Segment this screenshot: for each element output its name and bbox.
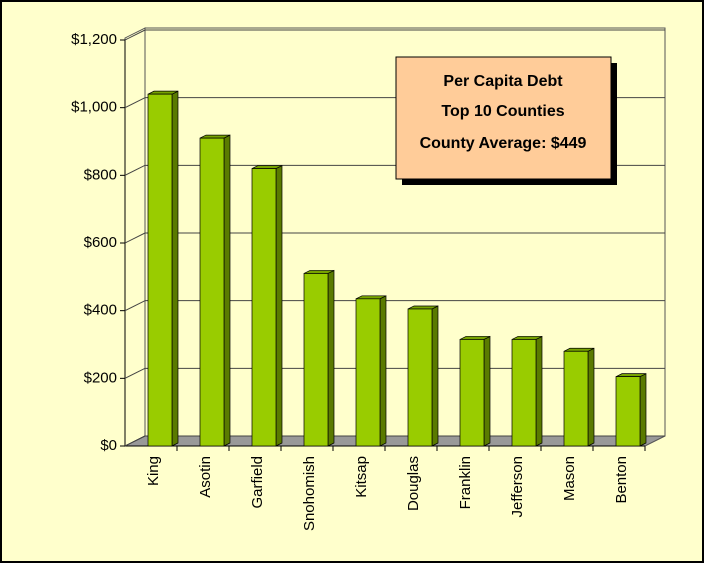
bar-top [199,134,231,139]
bar-side [483,335,491,447]
bar-top [563,347,595,352]
bar-side [431,305,439,447]
bar-side [535,335,543,447]
x-tick-label: King [145,456,162,486]
bar [459,339,485,447]
bar [511,339,537,447]
side-wall [124,27,146,447]
bar-side [379,295,387,447]
y-tick-label: $800 [84,166,117,183]
y-tick-label: $1,200 [71,31,117,48]
bar-top [615,373,647,377]
bar-top [355,295,387,300]
chart-title: Per Capita Debt [443,73,563,90]
x-tick-label: Jefferson [509,456,526,517]
bar-top [407,305,439,310]
grid-line [124,164,146,176]
bar-top [147,90,179,95]
bar-side [275,165,283,447]
x-tick-label: Garfield [249,456,266,509]
y-tick-label: $1,000 [71,99,117,116]
bar-top [251,165,283,169]
bar [147,93,173,447]
y-tick-label: $400 [84,302,117,319]
bar-top [511,336,543,340]
y-tick-label: $0 [100,437,117,454]
grid-line [124,300,146,312]
bar-side [327,269,335,447]
x-tick-label: Kitsap [353,456,370,498]
grid-line [124,367,146,379]
bar-side [171,90,179,447]
grid-line [124,232,146,244]
bar [563,350,589,447]
bar-side [639,373,647,447]
grid-line [124,435,146,447]
y-tick-label: $600 [84,234,117,251]
x-tick-label: Franklin [457,456,474,509]
grid-line [124,29,146,41]
annotation-box: Per Capita Debt Top 10 Counties County A… [395,56,617,185]
bar [251,168,277,447]
bar [355,298,381,447]
bar-side [223,134,231,447]
bar [303,273,329,447]
bar-top [459,336,491,340]
bar [407,308,433,447]
bar-top [303,270,335,274]
x-tick-label: Mason [561,456,578,501]
x-tick-label: Benton [613,456,630,504]
x-tick-label: Douglas [405,456,422,511]
bar-side [587,347,595,447]
x-tick-label: Asotin [197,456,214,498]
bar [615,376,641,447]
grid-line [124,97,146,109]
bar [199,137,225,447]
annotation: County Average: $449 [420,135,587,152]
x-tick-label: Snohomish [301,456,318,531]
box [395,56,612,180]
chart-subtitle: Top 10 Counties [441,103,564,120]
y-tick-label: $200 [84,369,117,386]
